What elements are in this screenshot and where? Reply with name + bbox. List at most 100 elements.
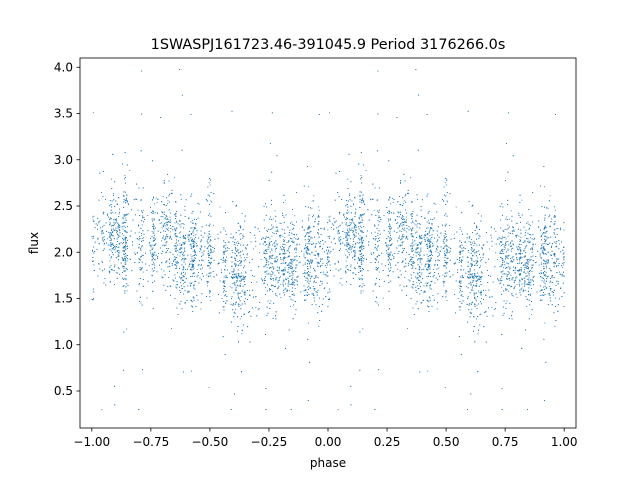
data-point — [529, 241, 531, 243]
data-point — [519, 260, 521, 262]
data-point — [361, 217, 363, 219]
data-point — [182, 235, 184, 237]
data-point — [410, 248, 412, 250]
data-point — [243, 313, 245, 315]
data-point — [174, 229, 176, 231]
data-point — [389, 261, 390, 263]
data-point — [413, 223, 415, 225]
data-point — [473, 240, 475, 242]
data-point — [507, 235, 509, 237]
data-point — [239, 318, 241, 320]
data-point — [142, 271, 144, 273]
data-point — [446, 239, 448, 240]
data-point — [474, 304, 476, 306]
data-point — [362, 257, 364, 258]
data-point — [556, 228, 558, 230]
data-point — [108, 254, 110, 256]
data-point — [274, 241, 275, 243]
data-point — [419, 242, 421, 244]
data-point — [495, 252, 497, 254]
data-point — [118, 235, 120, 237]
data-point — [546, 267, 547, 269]
data-point — [471, 308, 473, 310]
data-point — [329, 264, 331, 266]
data-point — [530, 313, 532, 315]
data-point — [403, 200, 405, 202]
data-point — [498, 279, 500, 281]
data-point — [292, 229, 294, 230]
data-point — [436, 239, 438, 241]
data-point — [557, 281, 559, 283]
data-point — [174, 248, 176, 250]
data-point — [210, 248, 211, 250]
data-point — [510, 210, 512, 212]
data-point — [458, 262, 460, 263]
data-point — [445, 184, 447, 186]
data-point — [516, 276, 518, 278]
data-point — [308, 260, 309, 262]
data-point — [155, 243, 157, 245]
data-point — [461, 277, 463, 279]
data-point — [313, 289, 315, 291]
data-point — [346, 212, 347, 214]
data-point — [348, 231, 350, 232]
data-point — [247, 244, 249, 245]
data-point — [547, 207, 549, 209]
data-point — [374, 246, 376, 248]
data-point — [410, 222, 412, 224]
data-point — [395, 223, 397, 224]
data-point — [225, 277, 227, 279]
data-point — [510, 250, 512, 252]
data-point — [453, 233, 455, 235]
data-point — [389, 224, 391, 226]
data-point — [191, 282, 193, 284]
data-point — [429, 243, 431, 245]
data-point — [274, 210, 276, 212]
data-point — [491, 237, 492, 239]
data-point — [528, 229, 530, 230]
data-point — [360, 278, 362, 280]
data-point — [283, 252, 285, 254]
data-point — [239, 252, 241, 254]
data-point — [417, 223, 418, 225]
data-point — [174, 222, 176, 224]
data-point — [115, 272, 117, 274]
data-point — [189, 227, 191, 229]
data-point — [554, 325, 556, 327]
data-point — [173, 177, 175, 179]
data-point — [168, 259, 170, 260]
data-point — [264, 278, 266, 279]
data-point — [390, 264, 391, 266]
data-point — [475, 318, 477, 320]
data-point — [116, 221, 118, 223]
data-point — [526, 245, 528, 246]
data-point — [152, 261, 154, 263]
data-point — [176, 222, 178, 223]
data-point — [416, 282, 418, 284]
data-point — [224, 280, 225, 282]
data-point — [240, 304, 242, 306]
data-point — [181, 277, 183, 279]
data-point — [309, 236, 311, 237]
data-point — [379, 237, 381, 239]
data-point — [510, 261, 512, 263]
data-point — [124, 278, 125, 280]
data-point — [428, 250, 430, 252]
data-point — [282, 235, 284, 237]
data-point — [373, 252, 375, 253]
data-point — [137, 252, 138, 253]
data-point — [92, 112, 94, 114]
data-point — [361, 255, 363, 257]
data-point — [417, 198, 418, 200]
data-point — [483, 253, 485, 255]
data-point — [285, 256, 287, 258]
data-point — [267, 236, 269, 238]
data-point — [209, 241, 211, 243]
data-point — [464, 241, 466, 243]
data-point — [101, 409, 103, 410]
data-point — [516, 297, 518, 298]
data-point — [424, 238, 426, 240]
data-point — [235, 288, 237, 290]
data-point — [471, 266, 473, 268]
